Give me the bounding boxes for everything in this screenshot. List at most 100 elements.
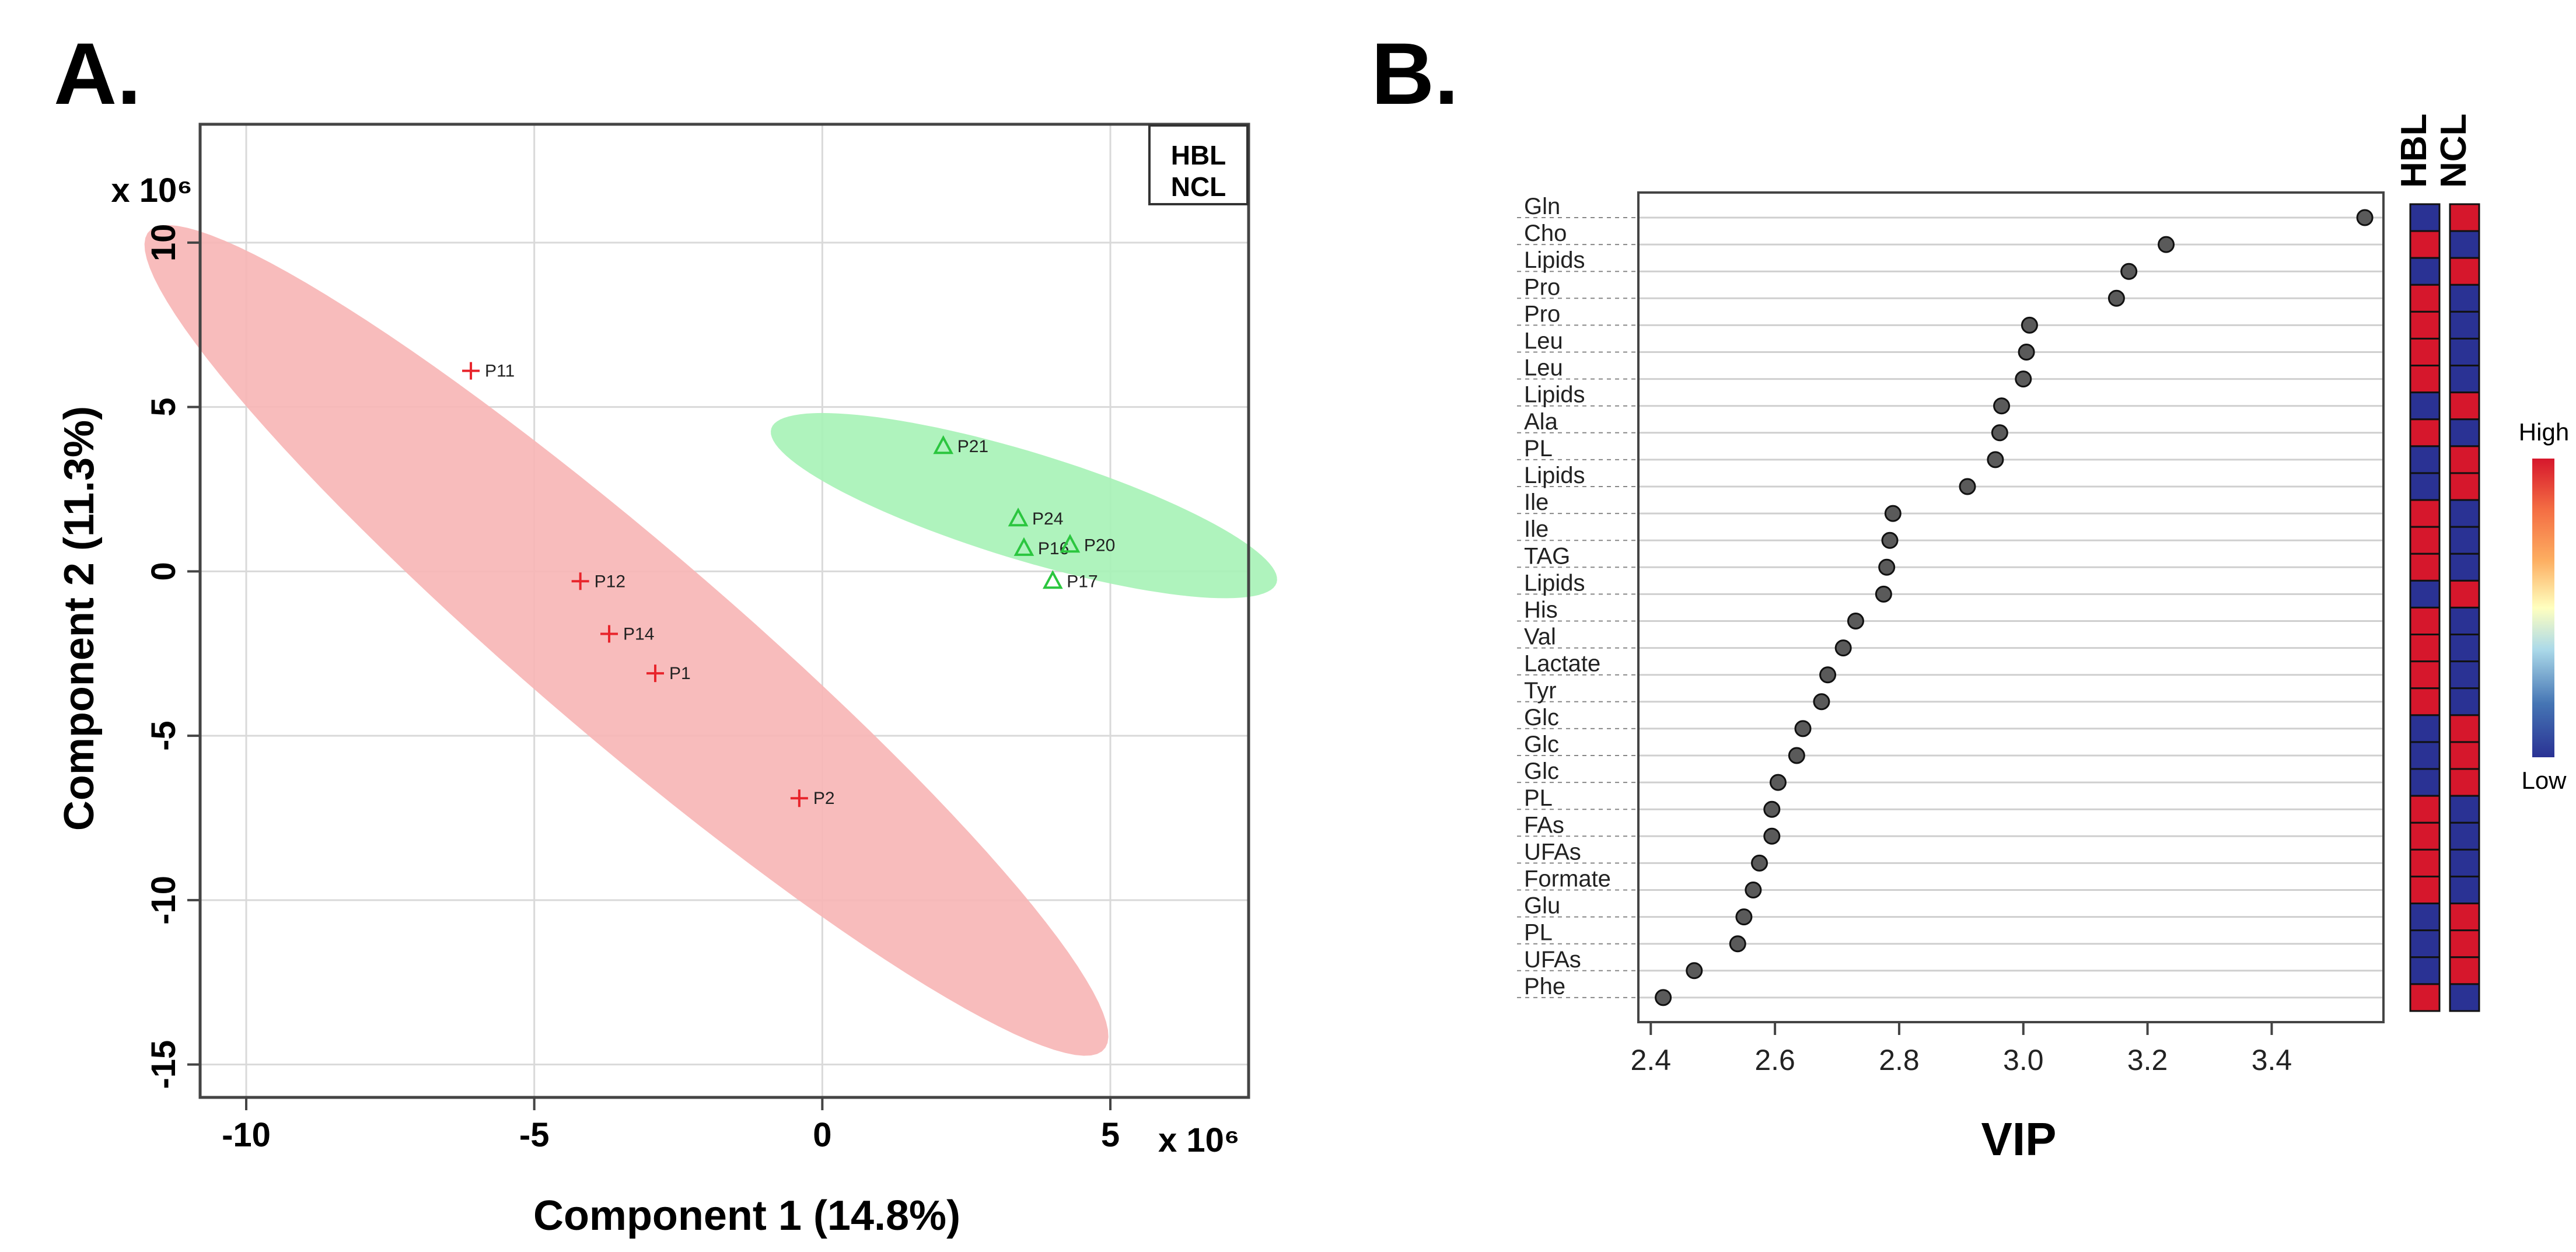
vip-dot-17 — [1819, 666, 1837, 684]
heat-cell-hbl-3 — [2409, 284, 2441, 313]
vip-dot-10 — [1959, 478, 1976, 495]
vip-dot-24 — [1751, 854, 1768, 872]
point-label-p11: P11 — [485, 362, 515, 381]
colorbar-high-label: High — [2519, 418, 2569, 446]
vip-x-tick-label-1: 2.6 — [1754, 1044, 1795, 1076]
heat-cell-ncl-11 — [2449, 499, 2480, 528]
heat-cell-ncl-22 — [2449, 795, 2480, 824]
category-label-8: Ala — [1524, 409, 1558, 435]
heat-cell-ncl-27 — [2449, 929, 2480, 959]
heat-cell-hbl-25 — [2409, 875, 2441, 905]
point-p1 — [646, 665, 665, 683]
heat-cell-ncl-17 — [2449, 660, 2480, 690]
colorbar-low-label: Low — [2521, 767, 2567, 794]
heat-cell-ncl-19 — [2449, 714, 2480, 743]
point-p17 — [1042, 570, 1063, 589]
category-label-21: Glc — [1524, 758, 1559, 784]
category-label-15: His — [1524, 597, 1558, 623]
panel-a-y-label: Component 2 (11.3%) — [56, 406, 103, 831]
point-p24 — [1008, 507, 1029, 527]
panel-b-plot-frame — [1637, 191, 2385, 1023]
heat-cell-ncl-2 — [2449, 257, 2480, 286]
vip-dot-11 — [1884, 505, 1902, 522]
heat-cell-ncl-29 — [2449, 983, 2480, 1012]
heat-cell-ncl-9 — [2449, 445, 2480, 474]
vip-dot-22 — [1763, 800, 1781, 818]
point-label-p12: P12 — [595, 572, 625, 591]
point-p20 — [1060, 534, 1081, 553]
heat-cell-hbl-5 — [2409, 337, 2441, 367]
vip-dot-21 — [1769, 774, 1787, 791]
heat-cell-hbl-22 — [2409, 795, 2441, 824]
heat-cell-ncl-5 — [2449, 337, 2480, 367]
point-label-p20: P20 — [1084, 536, 1115, 555]
category-label-6: Leu — [1524, 355, 1563, 381]
category-label-1: Cho — [1524, 221, 1567, 246]
x-tick-label-3: 5 — [1101, 1116, 1120, 1154]
heat-cell-ncl-14 — [2449, 579, 2480, 608]
category-label-0: Gln — [1524, 194, 1560, 219]
point-p11 — [462, 362, 480, 380]
y-tick-label-0: -15 — [145, 1040, 183, 1089]
category-label-29: Phe — [1524, 974, 1565, 999]
point-p21 — [933, 435, 954, 454]
panel-b-row-lines — [1517, 216, 2383, 999]
category-label-25: Formate — [1524, 866, 1611, 892]
category-label-7: Lipids — [1524, 382, 1585, 408]
vip-dot-20 — [1788, 747, 1805, 764]
category-label-13: TAG — [1524, 543, 1570, 569]
heat-cell-hbl-12 — [2409, 526, 2441, 555]
category-label-22: PL — [1524, 785, 1553, 811]
heat-cell-hbl-9 — [2409, 445, 2441, 474]
colorbar — [2532, 459, 2554, 757]
panel-a-x-multiplier: x 10⁶ — [1158, 1121, 1240, 1159]
point-label-p2: P2 — [813, 789, 835, 808]
point-p14 — [600, 625, 618, 643]
y-tick-label-5: 10 — [145, 224, 183, 262]
legend-box — [1148, 124, 1249, 205]
vip-dot-28 — [1686, 962, 1703, 980]
panel-b-vip-dots — [1655, 209, 2374, 1006]
vip-dot-26 — [1735, 908, 1753, 926]
heat-cell-ncl-23 — [2449, 821, 2480, 851]
heat-cell-hbl-2 — [2409, 257, 2441, 286]
vip-dot-14 — [1875, 585, 1892, 603]
category-label-19: Glc — [1524, 705, 1559, 730]
vip-dot-23 — [1763, 827, 1781, 845]
panel-b-x-label: VIP — [1981, 1113, 2057, 1165]
vip-dot-6 — [2015, 370, 2032, 388]
heat-cell-ncl-20 — [2449, 741, 2480, 770]
category-label-26: Glu — [1524, 893, 1560, 919]
heat-cell-ncl-0 — [2449, 203, 2480, 232]
point-p16 — [1013, 537, 1034, 556]
vip-dot-16 — [1834, 639, 1852, 657]
vip-dot-12 — [1881, 531, 1899, 549]
vip-dot-27 — [1729, 935, 1746, 953]
heat-cell-ncl-3 — [2449, 284, 2480, 313]
heat-cell-hbl-15 — [2409, 606, 2441, 636]
heat-cell-hbl-16 — [2409, 634, 2441, 663]
heatmap-header-hbl: HBL — [2394, 114, 2434, 188]
category-label-14: Lipids — [1524, 570, 1585, 596]
vip-x-tick-label-0: 2.4 — [1631, 1044, 1672, 1076]
heat-cell-hbl-7 — [2409, 391, 2441, 421]
heat-cell-hbl-10 — [2409, 472, 2441, 501]
point-label-p21: P21 — [957, 437, 988, 456]
heat-cell-hbl-29 — [2409, 983, 2441, 1012]
heat-cell-ncl-24 — [2449, 848, 2480, 877]
ellipse-hbl — [144, 225, 1109, 1056]
panel-b-heatmap — [2409, 203, 2480, 1012]
heat-cell-hbl-19 — [2409, 714, 2441, 743]
category-label-11: Ile — [1524, 489, 1549, 515]
category-label-5: Leu — [1524, 328, 1563, 354]
panel-a-y-axis: -15 -10 -5 0 5 10 — [145, 224, 200, 1089]
heat-cell-ncl-1 — [2449, 230, 2480, 259]
panel-a-ellipses — [144, 225, 1277, 1056]
category-label-2: Lipids — [1524, 247, 1585, 273]
heat-cell-hbl-8 — [2409, 418, 2441, 447]
vip-dot-9 — [1987, 451, 2004, 468]
y-tick-label-4: 5 — [145, 397, 183, 416]
vip-dot-4 — [2021, 316, 2038, 334]
vip-dot-15 — [1847, 613, 1864, 630]
